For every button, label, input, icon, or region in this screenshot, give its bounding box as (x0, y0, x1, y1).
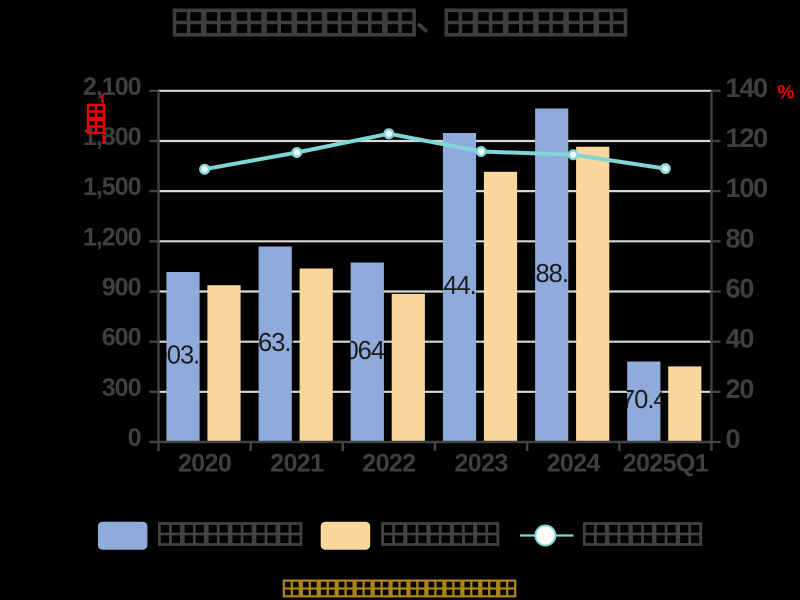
svg-text:1163.55: 1163.55 (234, 329, 318, 357)
svg-text:80: 80 (726, 223, 754, 253)
svg-text:2024: 2024 (547, 450, 601, 478)
svg-text:2021: 2021 (270, 450, 324, 478)
svg-text:600: 600 (102, 324, 141, 352)
svg-text:%: % (778, 83, 795, 104)
svg-text:120: 120 (726, 123, 768, 153)
svg-text:2020: 2020 (178, 450, 231, 478)
svg-text:100: 100 (726, 173, 768, 203)
svg-text:2022: 2022 (362, 450, 415, 478)
svg-text:900: 900 (102, 274, 141, 302)
svg-text:2025Q1: 2025Q1 (623, 450, 709, 478)
svg-text:1064.2: 1064.2 (331, 337, 403, 365)
svg-text:0: 0 (726, 424, 740, 454)
svg-text:140: 140 (726, 73, 768, 103)
svg-text:2023: 2023 (454, 450, 507, 478)
svg-text:2,100: 2,100 (83, 73, 141, 101)
svg-text:1988.35: 1988.35 (509, 260, 595, 288)
svg-text:60: 60 (726, 274, 754, 304)
svg-text:20: 20 (726, 374, 754, 404)
svg-text:1844.35: 1844.35 (417, 272, 503, 300)
svg-text:40: 40 (726, 324, 754, 354)
svg-text:470.45: 470.45 (608, 386, 681, 414)
svg-text:300: 300 (102, 374, 141, 402)
svg-text:1,500: 1,500 (83, 173, 141, 201)
svg-text:1003.35: 1003.35 (140, 342, 226, 370)
svg-text:1,200: 1,200 (83, 223, 141, 251)
svg-text:0: 0 (128, 424, 141, 452)
